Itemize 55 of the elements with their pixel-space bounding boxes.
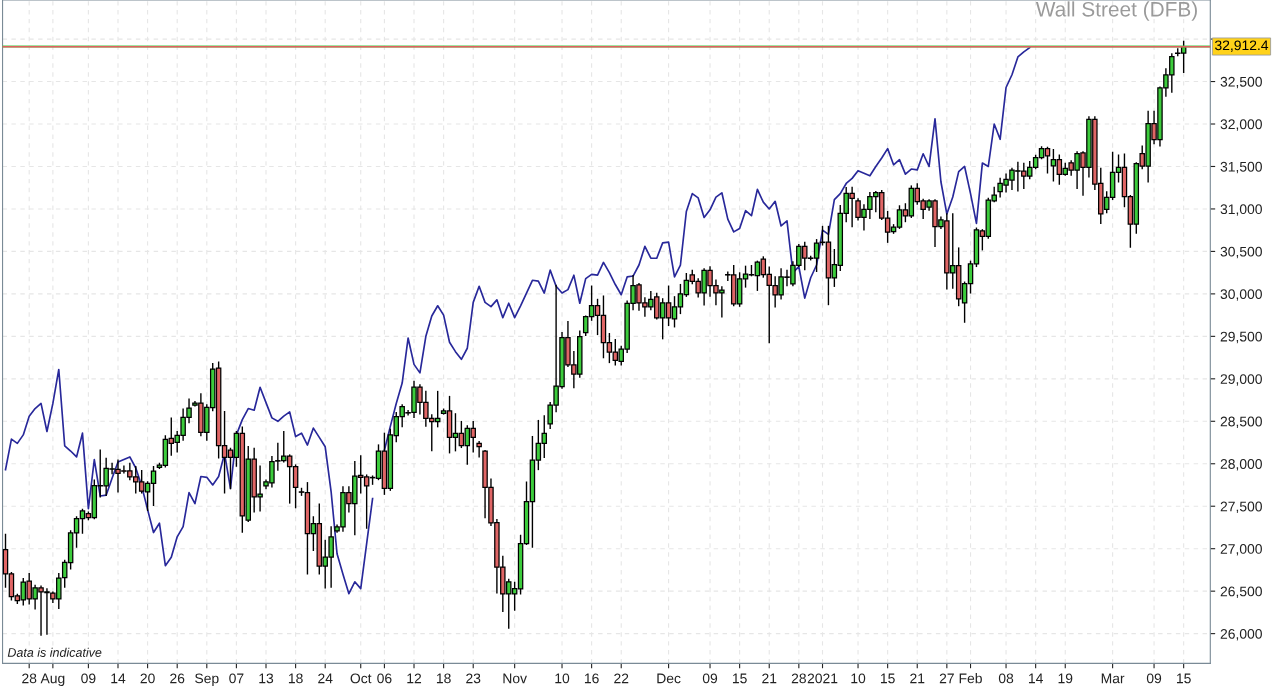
x-tick-label: 09 xyxy=(1146,673,1162,684)
x-tick-label: 14 xyxy=(1028,673,1043,684)
x-tick-label: 15 xyxy=(732,673,747,684)
y-tick-label: 32,500 xyxy=(1220,76,1262,89)
x-tick-label: 09 xyxy=(702,673,718,684)
annotation: Data is indicative xyxy=(7,647,102,657)
x-tick-label: 10 xyxy=(851,673,866,684)
x-tick-label: 12 xyxy=(407,673,422,684)
x-tick-label: 27 xyxy=(939,673,954,684)
chart-title: Wall Street (DFB) xyxy=(1035,1,1197,21)
x-tick-label: 23 xyxy=(466,673,481,684)
x-tick-label: 10 xyxy=(555,673,570,684)
y-tick-label: 26,000 xyxy=(1220,628,1262,641)
x-tick-label: 28 xyxy=(791,673,806,684)
y-tick-label: 27,000 xyxy=(1220,544,1262,556)
x-tick-label: 06 xyxy=(377,673,392,684)
candlestick xyxy=(476,440,482,458)
y-tick-label: 30,500 xyxy=(1220,246,1262,259)
y-tick-label: 31,000 xyxy=(1220,204,1262,216)
x-tick-label: 2021 xyxy=(807,673,838,684)
x-tick-label: Aug xyxy=(40,673,65,687)
x-tick-label: 14 xyxy=(111,673,126,684)
x-tick-label: 13 xyxy=(259,673,274,684)
x-tick-label: 28 xyxy=(22,673,37,684)
x-tick-label: Oct xyxy=(350,673,372,684)
x-tick-label: 15 xyxy=(1176,673,1191,684)
y-tick-label: 26,500 xyxy=(1220,586,1262,598)
y-tick-label: 29,500 xyxy=(1220,331,1262,344)
x-tick-label: 21 xyxy=(910,673,925,684)
y-tick-label: 29,000 xyxy=(1220,374,1262,386)
y-tick-label: 32,000 xyxy=(1220,119,1262,131)
x-tick-label: 18 xyxy=(288,673,303,684)
y-tick-label: 30,000 xyxy=(1220,289,1262,301)
x-tick-label: 18 xyxy=(436,673,451,684)
x-tick-label: 20 xyxy=(140,673,155,684)
x-tick-label: Sep xyxy=(195,673,219,687)
y-tick-label: 28,000 xyxy=(1220,459,1262,471)
x-tick-label: Dec xyxy=(657,673,681,684)
x-tick-label: 07 xyxy=(229,673,244,684)
x-tick-label: 22 xyxy=(614,673,629,684)
ref-line-label: 32,912.4 xyxy=(1215,40,1269,52)
x-tick-label: Feb xyxy=(959,673,982,684)
x-tick-label: 21 xyxy=(762,673,777,684)
x-tick-label: 16 xyxy=(584,673,599,684)
x-tick-label: Mar xyxy=(1101,673,1125,684)
x-tick-label: 09 xyxy=(81,673,96,684)
x-tick-label: 19 xyxy=(1058,673,1073,684)
x-tick-label: 15 xyxy=(880,673,895,684)
x-tick-label: Nov xyxy=(503,673,527,684)
x-tick-label: 24 xyxy=(318,673,333,684)
y-tick-label: 31,500 xyxy=(1220,161,1262,174)
y-tick-label: 27,500 xyxy=(1220,501,1262,514)
y-tick-label: 28,500 xyxy=(1220,416,1262,429)
x-tick-label: 26 xyxy=(170,673,185,684)
x-tick-label: 08 xyxy=(998,673,1014,684)
